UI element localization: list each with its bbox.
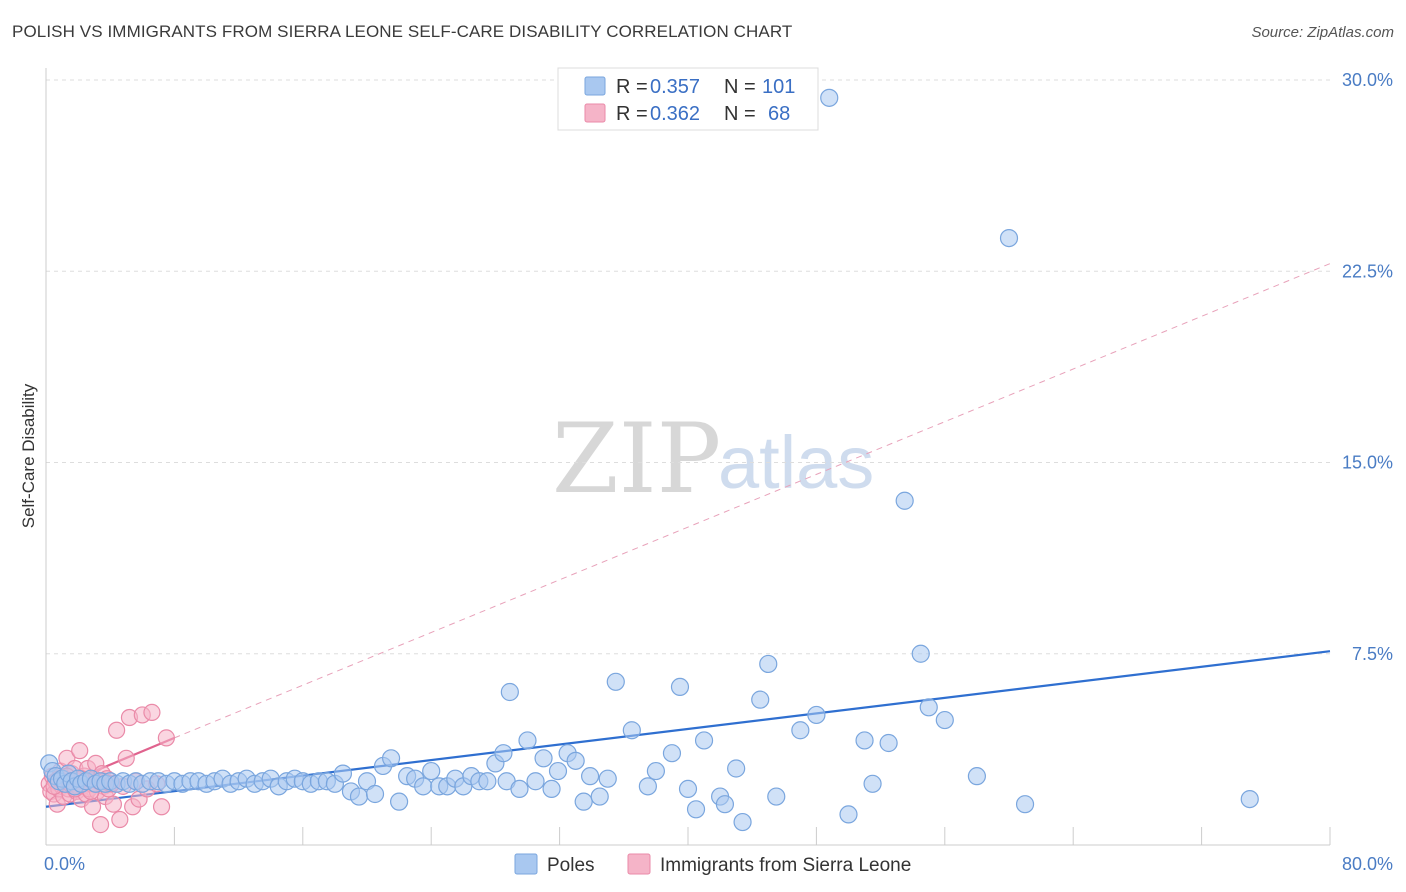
x-tick-label-max: 80.0% xyxy=(1342,854,1393,874)
poles-point xyxy=(820,88,839,107)
sierra-leone-point xyxy=(143,703,161,722)
poles-point xyxy=(500,682,519,702)
trend-lines xyxy=(45,263,1331,808)
poles-point xyxy=(733,812,752,832)
poles-point xyxy=(863,774,882,793)
poles-point xyxy=(646,761,666,781)
poles-point xyxy=(598,769,617,788)
legend-r-value-2: 0.362 xyxy=(650,103,700,125)
poles-point xyxy=(333,764,353,783)
legend-r-label-1: R = xyxy=(616,76,648,98)
poles-point xyxy=(349,787,369,806)
sierra-leone-point xyxy=(108,721,126,739)
y-tick-label: 15.0% xyxy=(1342,453,1393,473)
poles-point xyxy=(715,795,735,814)
poles-point xyxy=(494,744,513,763)
series-legend-swatch-poles xyxy=(514,853,538,875)
poles-point xyxy=(759,654,778,674)
poles-point xyxy=(526,772,545,791)
poles-point xyxy=(622,721,641,740)
poles-point xyxy=(999,229,1019,248)
poles-point xyxy=(534,749,553,768)
y-tick-label: 22.5% xyxy=(1342,261,1393,281)
poles-point xyxy=(390,792,409,811)
poles-point xyxy=(542,779,561,799)
poles-point xyxy=(791,721,810,740)
gridlines xyxy=(46,79,1330,655)
poles-point xyxy=(839,805,858,824)
legend-swatch-sierra-leone xyxy=(584,103,606,123)
axes xyxy=(45,68,1331,846)
poles-point xyxy=(662,744,682,763)
sierra-leone-point xyxy=(91,815,110,834)
series-legend-sierra-leone: Immigrants from Sierra Leone xyxy=(660,855,911,876)
poles-point xyxy=(807,705,826,725)
sierra-leone-point xyxy=(152,798,171,816)
legend-r-value-1: 0.357 xyxy=(650,76,700,98)
poles-point xyxy=(1015,795,1035,814)
legend-n-label-2: N = xyxy=(724,103,756,125)
legend-n-label-1: N = xyxy=(724,76,756,98)
poles-point xyxy=(686,800,706,819)
poles-point xyxy=(919,698,938,717)
poles-point xyxy=(478,772,497,791)
poles-point xyxy=(678,779,698,799)
sierra-leone-point xyxy=(71,742,89,760)
y-axis-title: Self-Care Disability xyxy=(19,383,38,528)
poles-point xyxy=(510,779,529,799)
legend-swatch-poles xyxy=(584,76,606,96)
poles-point xyxy=(1240,789,1259,809)
poles-point xyxy=(670,677,690,697)
poles-point xyxy=(422,761,441,781)
poles-point xyxy=(879,733,898,753)
correlation-legend: R = 0.357 N = 101 R = 0.362 N = 68 xyxy=(557,67,819,131)
series-legend-swatch-sierra-leone xyxy=(627,853,651,875)
sierra-leone-point xyxy=(117,749,135,767)
poles-point xyxy=(855,731,874,750)
poles-point xyxy=(935,710,954,730)
watermark-zip: ZIP xyxy=(552,403,721,515)
poles-point xyxy=(574,792,593,811)
y-tick-label: 30.0% xyxy=(1342,70,1393,90)
y-tick-label: 7.5% xyxy=(1352,644,1393,664)
poles-point xyxy=(548,761,568,781)
poles-point xyxy=(566,751,585,770)
poles-point xyxy=(414,777,433,796)
poles-point xyxy=(895,491,914,510)
tick-labels: 7.5% 15.0% 22.5% 30.0% 0.0% 80.0% xyxy=(44,70,1393,874)
sierra-leone-point xyxy=(111,810,129,829)
poles-point xyxy=(580,767,600,786)
poles-point xyxy=(751,690,770,709)
series-legend: Poles Immigrants from Sierra Leone xyxy=(514,853,911,876)
poles-point xyxy=(694,731,714,750)
poles-point xyxy=(911,644,930,663)
sierra-leone-point xyxy=(104,795,123,813)
chart-title: POLISH VS IMMIGRANTS FROM SIERRA LEONE S… xyxy=(12,22,793,41)
poles-point xyxy=(590,787,609,806)
poles-point xyxy=(767,787,786,806)
legend-r-label-2: R = xyxy=(616,103,648,125)
poles-point xyxy=(381,749,401,768)
poles-points xyxy=(40,88,1259,832)
poles-point xyxy=(365,784,385,804)
poles-point xyxy=(518,731,537,750)
x-tick-label-min: 0.0% xyxy=(44,854,85,874)
legend-n-value-1: 101 xyxy=(762,76,795,98)
poles-point xyxy=(606,672,625,691)
poles-point xyxy=(727,759,746,778)
poles-point xyxy=(638,777,657,796)
poles-point xyxy=(967,767,987,786)
source-label: Source: ZipAtlas.com xyxy=(1251,24,1394,41)
sierra-leone-point xyxy=(157,729,175,747)
watermark-atlas: atlas xyxy=(718,421,874,504)
series-legend-poles: Poles xyxy=(547,855,595,876)
legend-n-value-2: 68 xyxy=(768,103,790,125)
